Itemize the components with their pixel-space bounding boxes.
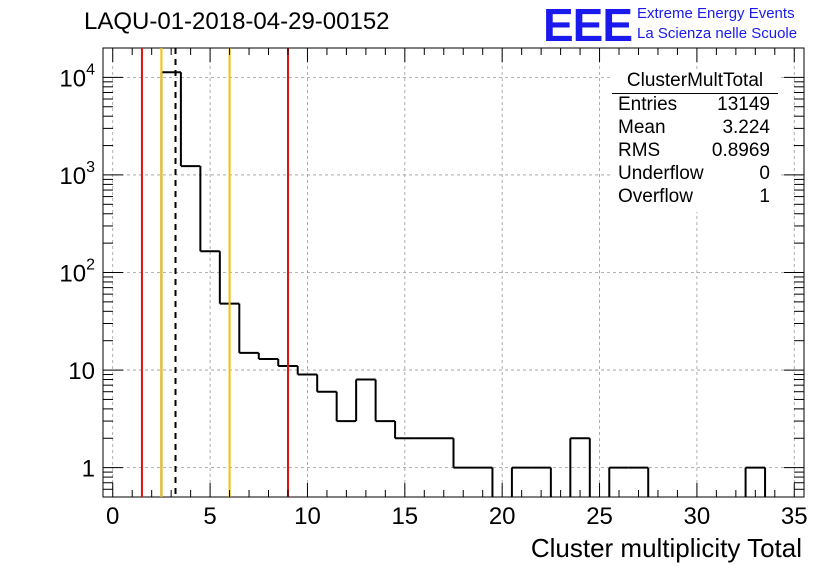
y-tick-label: 103 — [59, 159, 95, 190]
x-axis-label: Cluster multiplicity Total — [530, 533, 802, 563]
stats-value: 3.224 — [722, 117, 770, 138]
x-tick-label: 30 — [684, 503, 711, 530]
x-tick-label: 35 — [781, 503, 808, 530]
x-tick-label: 5 — [203, 503, 216, 530]
logo-text-line-1: Extreme Energy Events — [637, 5, 795, 22]
y-tick-label: 102 — [59, 257, 95, 288]
marker-lines — [140, 48, 289, 497]
stats-key: RMS — [618, 140, 661, 161]
x-tick-labels: 0 5 10 15 20 25 30 35 — [106, 503, 808, 530]
x-tick-label: 20 — [489, 503, 516, 530]
stats-box: ClusterMultTotal Entries 13149 Mean 3.22… — [612, 70, 778, 212]
y-tick-label: 10 — [68, 358, 95, 385]
grid-lines — [103, 48, 804, 497]
logo-text-line-2: La Scienza nelle Scuole — [637, 25, 798, 42]
stats-row-mean: Mean 3.224 — [618, 117, 770, 140]
stats-key: Mean — [618, 117, 666, 138]
y-tick-labels: 1 10 102 103 104 — [59, 61, 95, 482]
y-tick-label: 104 — [59, 61, 95, 92]
stats-key: Overflow — [618, 186, 693, 207]
x-tick-label: 25 — [586, 503, 613, 530]
stats-row-rms: RMS 0.8969 — [618, 140, 770, 163]
stats-key: Underflow — [618, 163, 704, 184]
eee-logo-mark: EEE — [543, 0, 633, 51]
stats-value: 0 — [759, 163, 770, 184]
x-tick-label: 15 — [391, 503, 418, 530]
axis-ticks — [103, 47, 804, 498]
stats-key: Entries — [618, 94, 678, 115]
x-tick-label: 10 — [294, 503, 321, 530]
stats-value: 1 — [759, 186, 770, 207]
stats-row-overflow: Overflow 1 — [618, 186, 770, 209]
y-tick-label: 1 — [82, 456, 95, 483]
stats-row-entries: Entries 13149 — [618, 94, 770, 117]
stats-title: ClusterMultTotal — [626, 70, 764, 91]
stats-value: 0.8969 — [711, 140, 770, 161]
stats-divider — [612, 93, 778, 94]
stats-row-underflow: Underflow 0 — [618, 163, 770, 186]
run-title: LAQU-01-2018-04-29-00152 — [84, 8, 390, 35]
stats-value: 13149 — [717, 94, 770, 115]
eee-logo: EEE Extreme Energy Events La Scienza nel… — [543, 0, 833, 51]
x-tick-label: 0 — [106, 503, 119, 530]
